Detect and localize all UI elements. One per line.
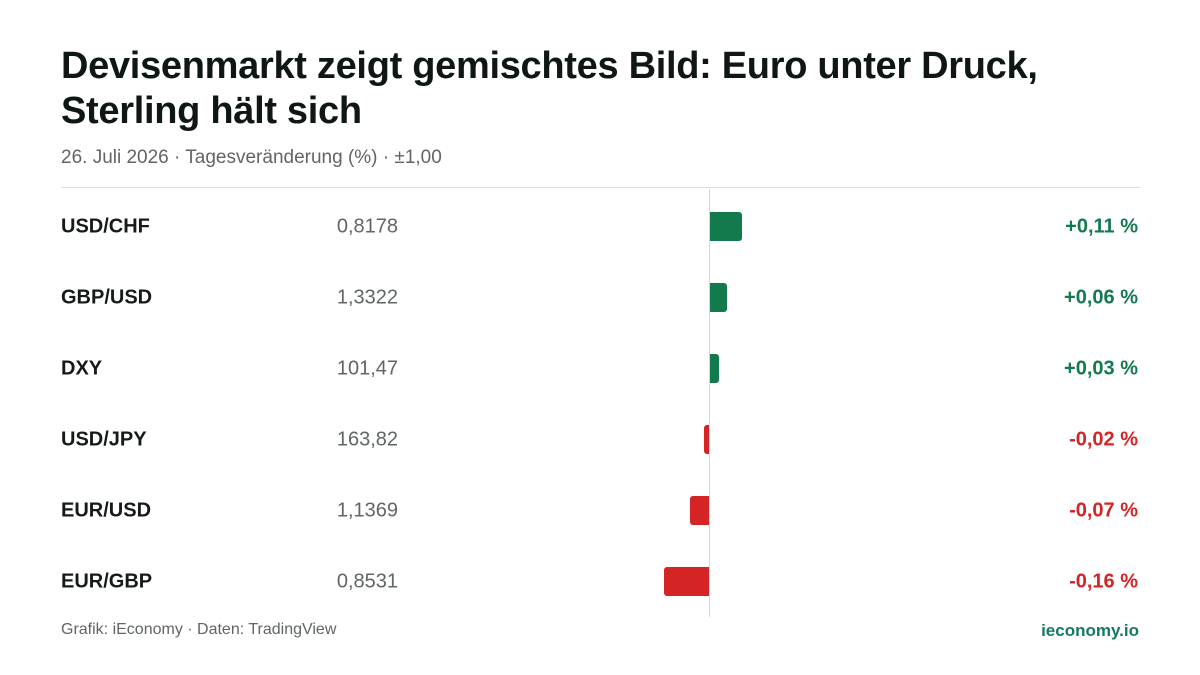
currency-pair-label: EUR/USD xyxy=(61,499,152,521)
change-bar xyxy=(704,425,710,454)
table-row: USD/JPY 163,82 -0,02 % xyxy=(0,404,1200,475)
chart-subtitle: 26. Juli 2026 · Tagesveränderung (%) · ±… xyxy=(61,147,442,168)
header-divider xyxy=(61,187,1140,188)
zero-axis-line xyxy=(709,189,710,617)
change-value-label: -0,02 % xyxy=(1069,428,1138,450)
table-row: EUR/USD 1,1369 -0,07 % xyxy=(0,475,1200,546)
change-value-label: +0,11 % xyxy=(1065,215,1138,237)
exchange-rate-value: 0,8531 xyxy=(336,570,398,592)
table-row: EUR/GBP 0,8531 -0,16 % xyxy=(0,546,1200,617)
change-bar xyxy=(710,283,728,312)
exchange-rate-value: 0,8178 xyxy=(336,215,398,237)
currency-pair-label: GBP/USD xyxy=(61,286,153,308)
change-value-label: +0,06 % xyxy=(1064,286,1138,308)
change-bar xyxy=(664,567,710,596)
change-bar xyxy=(710,354,719,383)
exchange-rate-value: 163,82 xyxy=(336,428,398,450)
exchange-rate-value: 101,47 xyxy=(336,357,398,379)
currency-pair-label: USD/CHF xyxy=(61,215,150,237)
exchange-rate-value: 1,1369 xyxy=(336,499,398,521)
currency-pair-label: USD/JPY xyxy=(61,428,147,450)
change-value-label: -0,07 % xyxy=(1069,499,1138,521)
exchange-rate-value: 1,3322 xyxy=(336,286,398,308)
chart-title: Devisenmarkt zeigt gemischtes Bild: Euro… xyxy=(61,45,1038,132)
table-row: DXY 101,47 +0,03 % xyxy=(0,333,1200,404)
change-value-label: +0,03 % xyxy=(1064,357,1138,379)
currency-pair-label: DXY xyxy=(61,357,103,379)
table-row: GBP/USD 1,3322 +0,06 % xyxy=(0,262,1200,333)
change-bar xyxy=(710,212,742,241)
brand-link[interactable]: ieconomy.io xyxy=(1041,621,1139,640)
table-row: USD/CHF 0,8178 +0,11 % xyxy=(0,191,1200,262)
currency-pair-label: EUR/GBP xyxy=(61,570,153,592)
source-note: Grafik: iEconomy · Daten: TradingView xyxy=(61,621,337,638)
change-value-label: -0,16 % xyxy=(1069,570,1138,592)
change-bar xyxy=(689,496,710,525)
